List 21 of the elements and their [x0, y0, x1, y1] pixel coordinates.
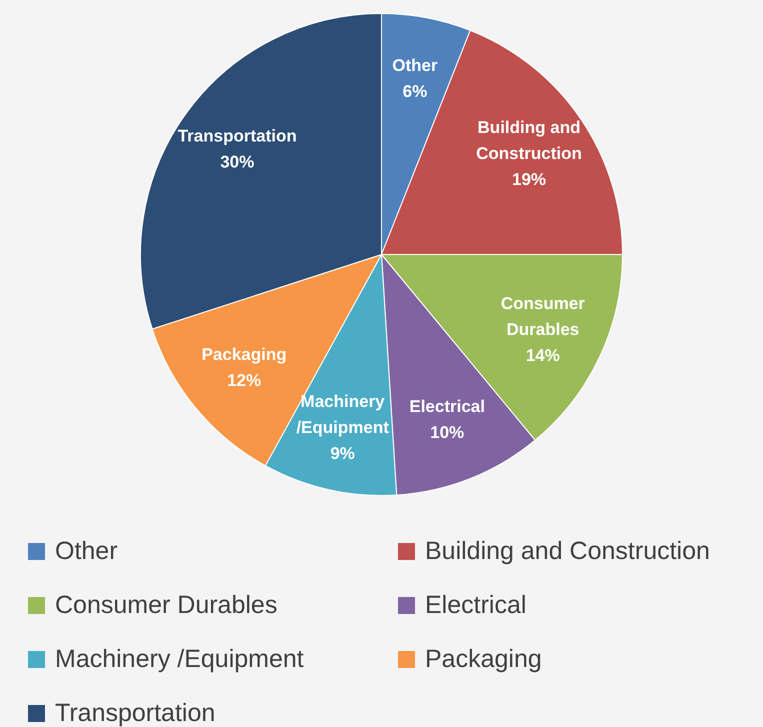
- slice-label: Building and Construction: [476, 118, 582, 163]
- data-label: 19%: [512, 170, 546, 189]
- data-label: 30%: [220, 152, 254, 172]
- legend-label: Electrical: [424, 590, 528, 621]
- slice-label: Packaging: [202, 344, 287, 364]
- slice-label: Consumer Durables: [500, 294, 586, 340]
- legend-label: Packaging: [424, 644, 543, 675]
- legend-label: Other: [54, 536, 119, 567]
- legend-label: Building and Construction: [424, 536, 711, 567]
- legend-label: Consumer Durables: [54, 590, 278, 621]
- slice-label: Electrical: [409, 397, 485, 416]
- slice-label: Machinery /Equipment: [296, 392, 390, 438]
- data-label: 12%: [227, 370, 262, 390]
- data-label: 10%: [430, 423, 464, 442]
- slice-label: Transportation: [178, 126, 297, 146]
- data-label: 14%: [526, 346, 560, 366]
- data-label: 6%: [402, 82, 428, 102]
- legend-label: Transportation: [54, 698, 216, 727]
- legend-label: Machinery /Equipment: [54, 644, 305, 675]
- data-label: 9%: [330, 444, 355, 464]
- slice-label: Other: [392, 56, 438, 76]
